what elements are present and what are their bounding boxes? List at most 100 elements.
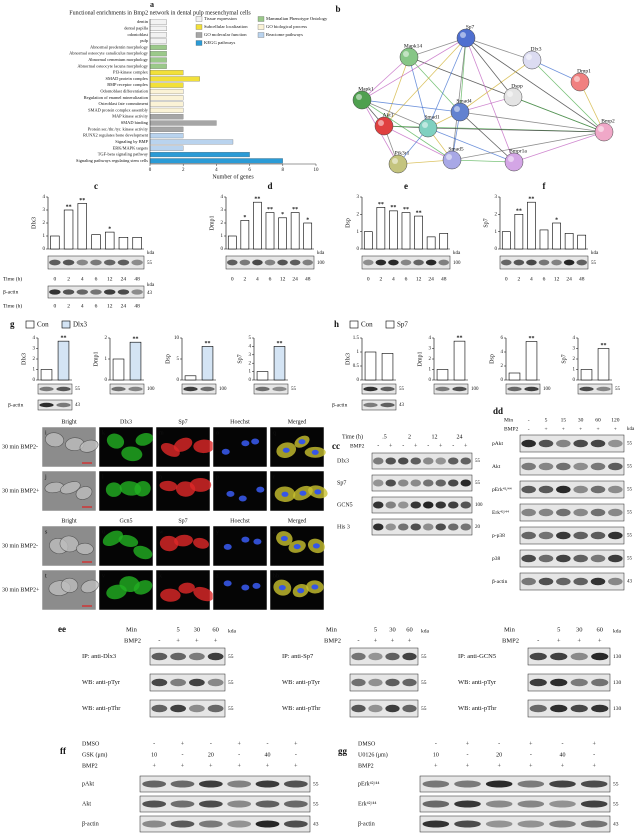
bar bbox=[149, 114, 184, 120]
row-label: 30 min BMP2+ bbox=[2, 488, 40, 494]
blot bbox=[225, 255, 315, 270]
cell bbox=[106, 433, 125, 449]
blot-band bbox=[398, 479, 409, 487]
legend-swatch bbox=[257, 16, 265, 22]
bar bbox=[50, 235, 60, 250]
blot-band bbox=[590, 485, 606, 494]
cell bbox=[178, 582, 195, 594]
panel-letter: b bbox=[335, 4, 340, 14]
panel-letter: c bbox=[94, 181, 98, 191]
panel-letter: e bbox=[404, 181, 408, 191]
lane-label: 60 bbox=[212, 626, 219, 633]
blot-band bbox=[576, 259, 587, 266]
kda: 55 bbox=[613, 801, 619, 807]
bar bbox=[364, 351, 377, 381]
node-label: Sp7 bbox=[466, 24, 475, 30]
blot-band bbox=[538, 577, 554, 586]
blot bbox=[371, 474, 473, 492]
category-label: Abnormal cementum morphology bbox=[88, 57, 149, 62]
significance: * bbox=[243, 215, 246, 221]
legend-label: GO molecular function bbox=[204, 32, 247, 37]
kda: 55 bbox=[313, 781, 319, 787]
blot-band bbox=[363, 402, 378, 408]
category-label: SMAD binding bbox=[121, 120, 149, 125]
blot-band bbox=[460, 523, 471, 531]
x-tick-label: 0 bbox=[149, 168, 152, 173]
legend-swatch bbox=[25, 320, 35, 329]
legend-label: Con bbox=[37, 321, 49, 329]
blot bbox=[361, 383, 397, 395]
blot-band bbox=[385, 652, 400, 661]
significance: * bbox=[108, 226, 111, 232]
row-label: Erk⁴²/⁴⁴ bbox=[492, 510, 509, 516]
nucleus bbox=[223, 543, 232, 550]
bar bbox=[439, 233, 449, 250]
blot-band bbox=[438, 259, 449, 266]
y-tick-label: 1 bbox=[573, 368, 576, 373]
y-tick-label: 2 bbox=[429, 357, 432, 362]
blot-band bbox=[200, 386, 215, 392]
blot-band bbox=[529, 678, 547, 687]
kda-header: kda bbox=[147, 283, 155, 288]
bar bbox=[149, 44, 167, 50]
category-label: Odontoblast differentiation bbox=[100, 89, 148, 94]
bar bbox=[57, 340, 70, 381]
cell bbox=[135, 433, 154, 446]
y-tick-label: 0 bbox=[249, 378, 252, 383]
blot-band bbox=[385, 704, 400, 713]
panel-letter: bb bbox=[273, 573, 279, 579]
row-label: WB: anti-pTyr bbox=[82, 679, 121, 686]
cell bbox=[60, 577, 79, 593]
y-tick-label: 1 bbox=[43, 234, 46, 239]
kda: 100 bbox=[147, 387, 155, 392]
blot-band bbox=[402, 704, 417, 713]
header-label: DMSO bbox=[358, 741, 376, 747]
lane-label: 24 bbox=[121, 303, 127, 309]
blot bbox=[419, 795, 611, 813]
network-node bbox=[450, 102, 470, 122]
lane-label: + bbox=[181, 763, 185, 769]
blot bbox=[519, 549, 625, 568]
blot-band bbox=[142, 780, 167, 788]
kda: 55 bbox=[75, 387, 81, 392]
blot-band bbox=[454, 780, 481, 788]
lane-label: 4 bbox=[81, 303, 84, 309]
nucleus bbox=[226, 490, 235, 497]
node-highlight bbox=[508, 156, 514, 162]
kda-header: kda bbox=[627, 427, 635, 432]
blot-band bbox=[422, 800, 450, 808]
panel-letter: dd bbox=[493, 406, 503, 416]
lane-label: 2 bbox=[379, 276, 382, 282]
cell bbox=[118, 534, 139, 547]
blot-band bbox=[556, 439, 571, 448]
category-label: MAP kinase activity bbox=[112, 114, 149, 119]
y-tick-label: 5 bbox=[249, 336, 252, 341]
nucleus bbox=[314, 489, 322, 495]
blot-band bbox=[111, 386, 126, 392]
x-tick-label: 2 bbox=[182, 168, 185, 173]
lane-label: 0 bbox=[53, 303, 56, 309]
blot-band bbox=[580, 800, 608, 808]
blot bbox=[419, 775, 611, 793]
blot bbox=[577, 383, 613, 395]
category-label: dental papilla bbox=[124, 25, 148, 30]
blot-band bbox=[400, 259, 412, 266]
kda: 43 bbox=[613, 821, 619, 827]
blot bbox=[149, 699, 226, 718]
significance: ** bbox=[277, 341, 283, 347]
network-edge bbox=[383, 125, 453, 161]
kda: 55 bbox=[421, 706, 427, 712]
lane-label: 6 bbox=[269, 276, 272, 282]
lane-label: 60 bbox=[406, 626, 413, 633]
blot-band bbox=[580, 820, 608, 828]
blot-band bbox=[485, 780, 513, 788]
blot-band bbox=[252, 259, 263, 266]
significance: ** bbox=[529, 336, 535, 342]
blot-band bbox=[398, 457, 409, 465]
blot-band bbox=[255, 800, 280, 808]
panel-letter: j bbox=[44, 474, 47, 480]
panel-letter: t bbox=[45, 573, 47, 579]
blot-band bbox=[556, 485, 571, 494]
blot-band bbox=[375, 259, 387, 266]
blot-band bbox=[448, 479, 459, 487]
